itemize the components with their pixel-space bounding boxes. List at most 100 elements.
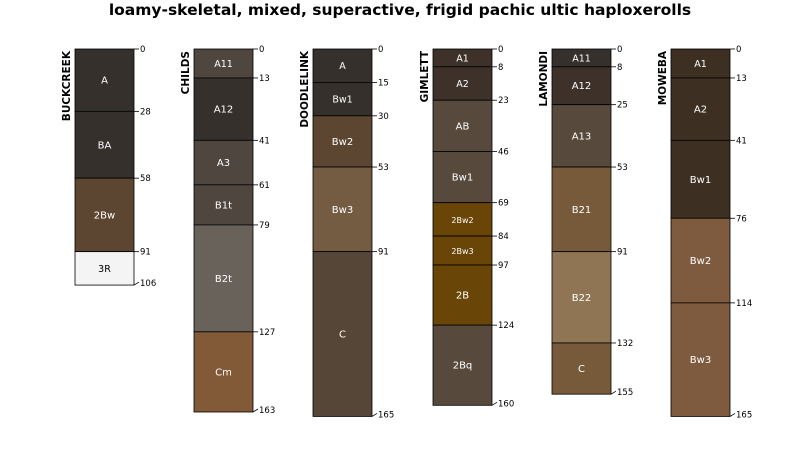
horizon-rect (551, 342, 612, 395)
depth-label: 13 (736, 74, 747, 84)
horizon-label: Bw3 (332, 205, 353, 216)
horizon-label: 2Bq (453, 361, 473, 372)
horizon-label: B1t (215, 200, 232, 211)
horizon-rect (432, 202, 493, 237)
profile-name: GIMLETT (419, 50, 431, 102)
depth-tick (252, 408, 259, 413)
horizon-rect (551, 166, 612, 253)
horizon-rect (670, 48, 731, 79)
soil-profile-childs: CHILDS A11 A12 A3 B1t B2t Cm 0 13 41 61 79 127 163 (180, 45, 275, 416)
horizon-label: A2 (456, 79, 469, 90)
horizon-label: A3 (217, 158, 230, 169)
depth-label: 91 (378, 248, 389, 258)
soil-profile-gimlett: GIMLETT A1 A2 AB Bw1 2Bw2 2Bw3 2B 2Bq 0 8 23 46 69 84 9… (419, 45, 514, 409)
horizon-rect (193, 77, 254, 141)
depth-label: 0 (259, 45, 264, 55)
profile-name: CHILDS (180, 51, 192, 94)
horizon-label: A (339, 61, 346, 72)
horizon-rect (193, 224, 254, 333)
horizon-rect (432, 99, 493, 152)
horizon-label: C (339, 330, 346, 341)
depth-label: 76 (736, 214, 747, 224)
depth-label: 0 (736, 45, 741, 55)
horizon-label: A1 (456, 53, 469, 64)
horizon-rect (312, 115, 373, 168)
depth-tick (133, 281, 140, 286)
depth-label: 25 (617, 101, 628, 111)
horizon-label: 3R (98, 264, 111, 275)
profile-name: LAMONDI (538, 51, 550, 107)
depth-label: 165 (378, 410, 394, 420)
profile-name: MOWEBA (657, 50, 669, 105)
horizon-rect (193, 184, 254, 226)
depth-label: 165 (736, 410, 752, 420)
depth-label: 84 (498, 232, 509, 242)
chart-title: loamy-skeletal, mixed, superactive, frig… (108, 1, 692, 19)
horizon-label: 2B (456, 291, 469, 302)
depth-tick (729, 413, 736, 417)
horizon-rect (312, 166, 373, 253)
horizon-rect (670, 77, 731, 141)
horizon-label: A13 (572, 131, 592, 142)
horizon-label: A2 (694, 105, 707, 116)
depth-label: 61 (259, 181, 270, 191)
horizon-rect (312, 251, 373, 417)
horizon-rect (74, 48, 135, 112)
horizon-label: Bw1 (452, 173, 473, 184)
depth-label: 8 (498, 63, 503, 73)
horizon-rect (312, 48, 373, 83)
depth-label: 163 (259, 406, 275, 416)
depth-label: 0 (140, 45, 145, 55)
depth-label: 91 (140, 248, 151, 258)
depth-label: 23 (498, 96, 509, 106)
soil-profile-moweba: MOWEBA A1 A2 Bw1 Bw2 Bw3 0 13 41 76 114 165 (657, 45, 752, 420)
horizon-rect (551, 66, 612, 106)
soil-profile-doodlelink: DOODLELINK A Bw1 Bw2 Bw3 C 0 15 30 53 91 165 (299, 45, 394, 420)
horizon-label: Bw2 (332, 137, 353, 148)
horizon-label: B22 (572, 293, 592, 304)
horizon-label: 2Bw3 (451, 247, 473, 256)
horizon-label: 2Bw2 (451, 216, 473, 225)
horizon-label: Bw1 (690, 175, 711, 186)
horizon-rect (193, 139, 254, 186)
horizon-label: Bw3 (690, 355, 711, 366)
depth-label: 91 (617, 248, 628, 258)
depth-label: 160 (498, 399, 514, 409)
depth-label: 53 (378, 163, 389, 173)
horizon-label: C (578, 364, 585, 375)
depth-label: 15 (378, 78, 389, 88)
depth-tick (610, 390, 617, 395)
depth-label: 0 (617, 45, 622, 55)
depth-label: 28 (140, 107, 151, 117)
horizon-rect (432, 235, 493, 266)
horizon-label: BA (98, 140, 112, 151)
depth-label: 127 (259, 328, 275, 338)
depth-label: 132 (617, 339, 633, 349)
profile-name: BUCKCREEK (61, 50, 73, 121)
horizon-label: A11 (572, 53, 591, 64)
soil-profile-lamondi: LAMONDI A11 A12 A13 B21 B22 C 0 8 25 53 91 132 155 (538, 45, 633, 398)
horizon-label: A1 (694, 59, 707, 70)
depth-label: 41 (259, 136, 270, 146)
depth-label: 53 (617, 163, 628, 173)
depth-label: 46 (498, 147, 509, 157)
horizon-rect (312, 82, 373, 117)
horizon-rect (193, 48, 254, 79)
horizon-rect (670, 302, 731, 417)
depth-label: 41 (736, 136, 747, 146)
horizon-rect (74, 177, 135, 253)
soil-profile-buckcreek: BUCKCREEK A BA 2Bw 3R 0 28 58 91 106 (61, 45, 156, 289)
horizon-rect (74, 251, 135, 286)
horizon-label: 2Bw (94, 210, 115, 221)
depth-label: 0 (498, 45, 503, 55)
horizon-rect (432, 264, 493, 326)
depth-label: 13 (259, 74, 270, 84)
horizon-rect (432, 66, 493, 101)
depth-label: 30 (378, 112, 389, 122)
horizon-rect (432, 324, 493, 406)
horizon-label: A (101, 76, 108, 87)
horizon-rect (551, 104, 612, 168)
horizon-rect (432, 151, 493, 204)
horizon-label: Cm (215, 367, 232, 378)
